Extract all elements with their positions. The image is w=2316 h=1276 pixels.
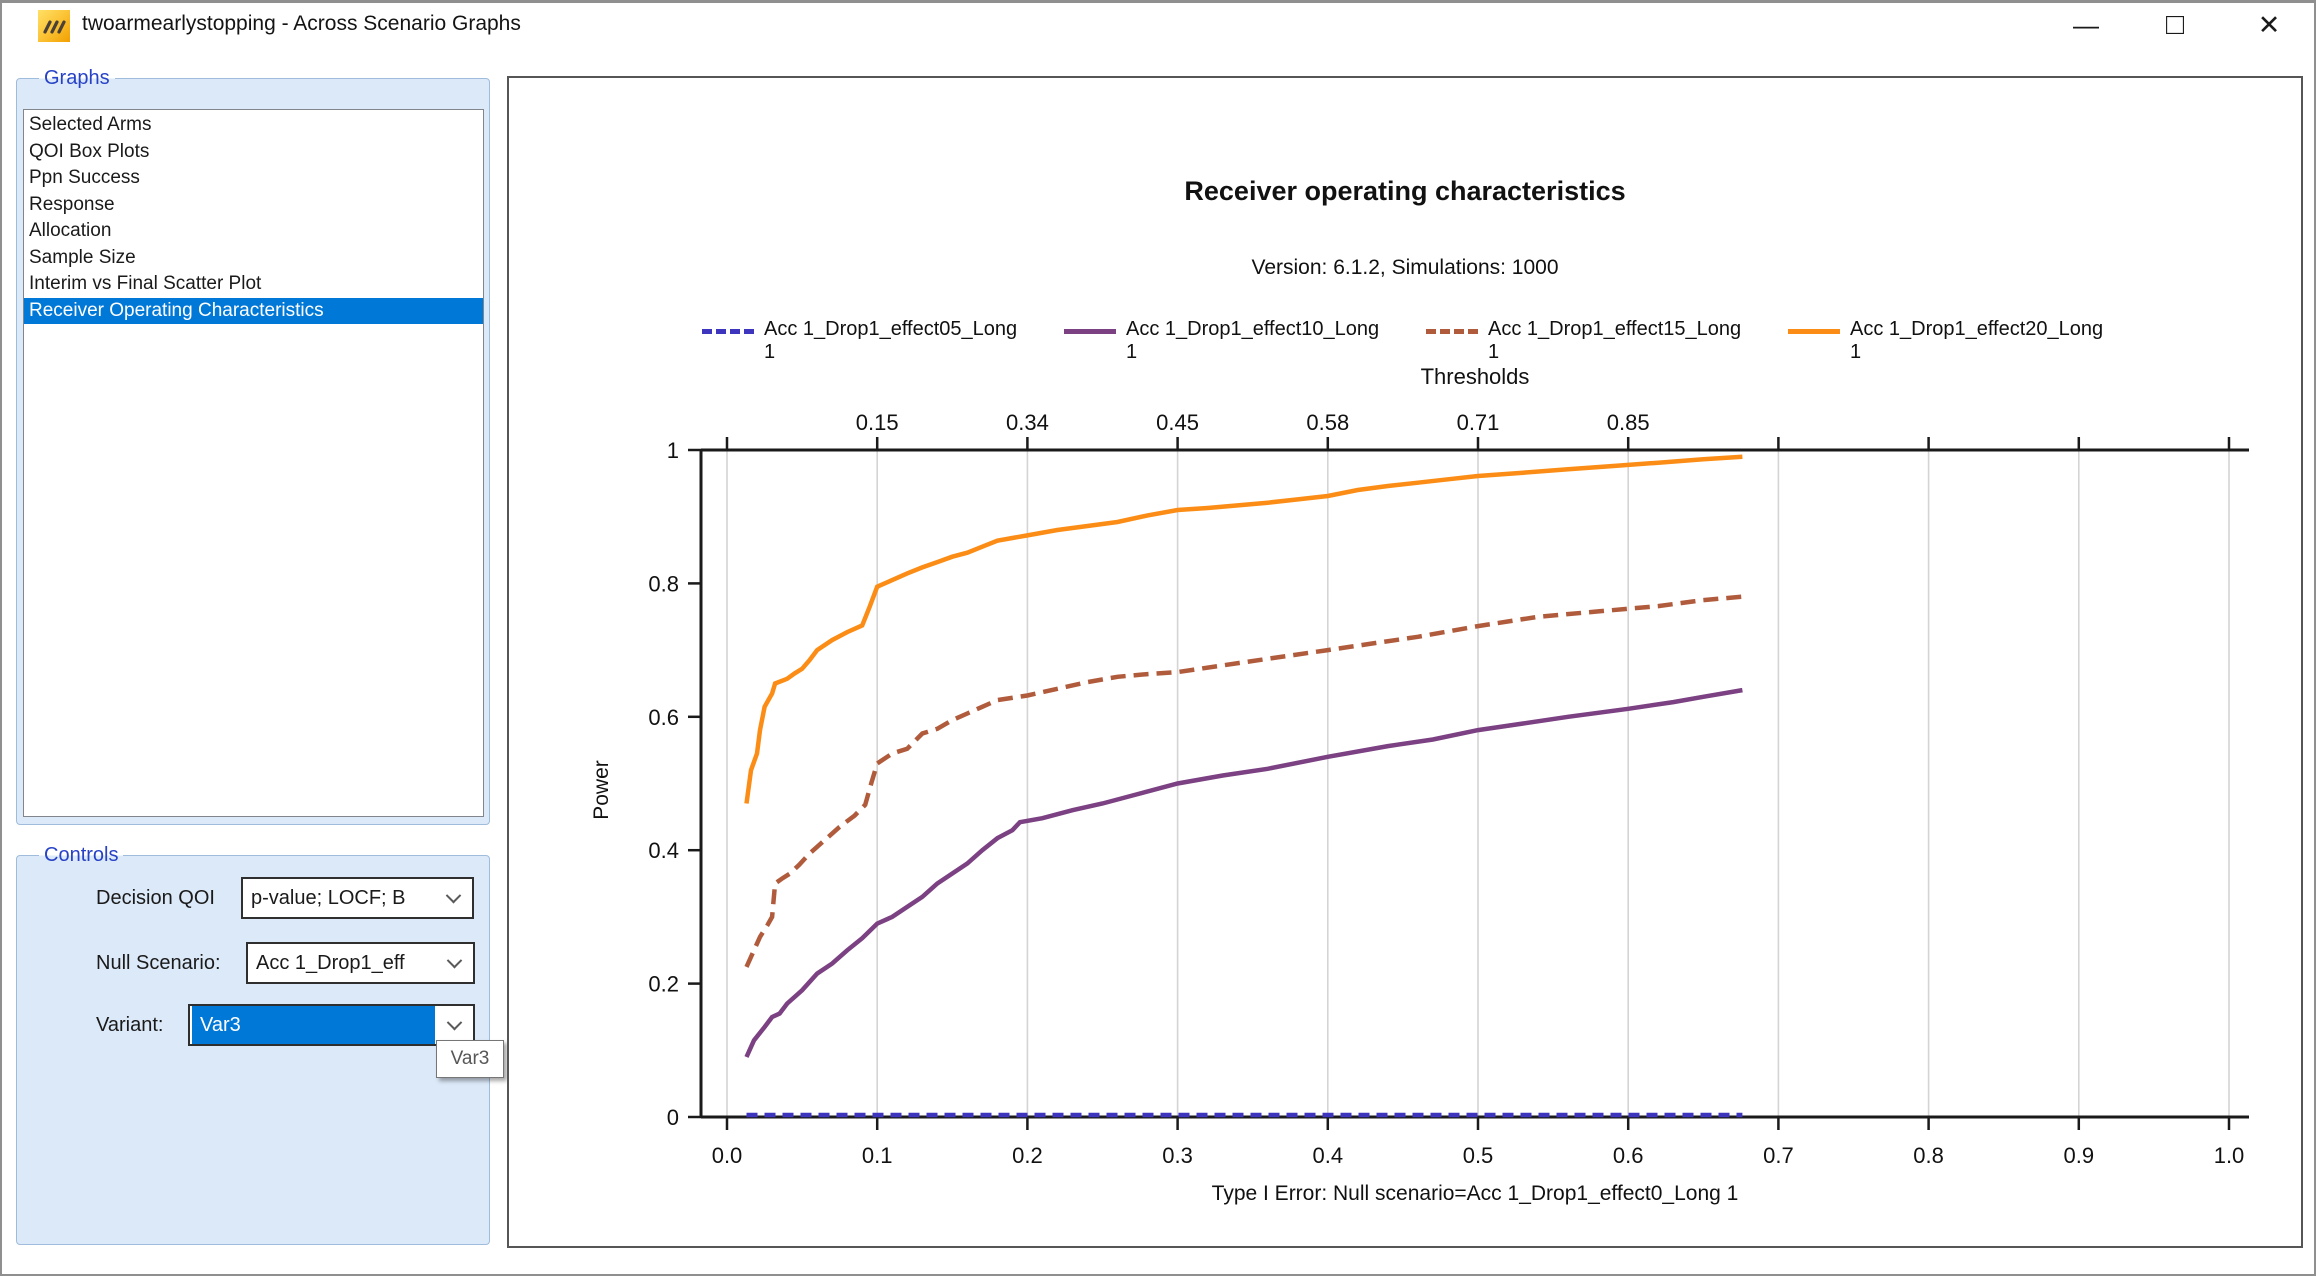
threshold-tick-label: 0.58: [1306, 410, 1349, 435]
minimize-button[interactable]: —: [2073, 9, 2099, 40]
chart-panel: Receiver operating characteristics Versi…: [507, 76, 2303, 1248]
graphs-group-label: Graphs: [39, 66, 115, 91]
roc-plot: 0.0 0.1 0.2 0.3 0.4 0.5 0.6 0.7 0.8 0.9 1.0 0.15 0.3…: [648, 410, 2249, 1168]
x-tick-label: 0.1: [862, 1143, 893, 1168]
variant-value: Var3: [192, 1006, 435, 1044]
graph-list-item-qoi-box-plots[interactable]: QOI Box Plots: [29, 140, 150, 162]
controls-groupbox: Controls Decision QOI p-value; LOCF; B N…: [16, 843, 504, 1245]
legend-line-swatch: [1064, 329, 1116, 334]
app-logo-icon: [38, 10, 70, 42]
chevron-down-icon[interactable]: [435, 1014, 473, 1031]
x-tick-label: 0.5: [1463, 1143, 1494, 1168]
x-tick-label: 0.3: [1162, 1143, 1193, 1168]
graph-list-item-interim-vs-final[interactable]: Interim vs Final Scatter Plot: [29, 273, 262, 294]
x-tick-label: 0.0: [712, 1143, 743, 1168]
series-Acc 1_Drop1_effect15_Long 1: [744, 594, 1743, 968]
null-scenario-combobox[interactable]: Acc 1_Drop1_eff: [246, 942, 475, 984]
window-title: twoarmearlystopping - Across Scenario Gr…: [82, 12, 521, 35]
legend-item: Acc 1_Drop1_effect10_Long 1: [1064, 318, 1384, 364]
graph-list-item-selected-arms[interactable]: Selected Arms: [29, 114, 152, 135]
legend-line-swatch: [702, 329, 754, 334]
legend-line-swatch: [1426, 329, 1478, 334]
chart-gridlines: [726, 450, 2230, 1117]
graph-list-item-ppn-success[interactable]: Ppn Success: [29, 167, 140, 188]
chart-legend: Acc 1_Drop1_effect05_Long 1 Acc 1_Drop1_e…: [509, 318, 2301, 364]
threshold-tick-label: 0.85: [1607, 410, 1650, 435]
chart-series: [744, 454, 1743, 1118]
legend-item: Acc 1_Drop1_effect20_Long 1: [1788, 318, 2108, 364]
legend-line-swatch: [1788, 329, 1840, 334]
threshold-tick-label: 0.15: [856, 410, 899, 435]
threshold-tick-label: 0.71: [1457, 410, 1500, 435]
maximize-button[interactable]: □: [2165, 8, 2185, 41]
y-tick-label: 0.6: [648, 705, 679, 730]
threshold-tick-label: 0.45: [1156, 410, 1199, 435]
legend-item: Acc 1_Drop1_effect15_Long 1: [1426, 318, 1746, 364]
chevron-down-icon[interactable]: [435, 952, 473, 969]
controls-group-label: Controls: [39, 843, 124, 868]
y-tick-label: 0: [667, 1105, 679, 1130]
decision-qoi-label: Decision QOI: [96, 887, 215, 909]
legend-label: Acc 1_Drop1_effect15_Long 1: [1488, 318, 1742, 363]
legend-label: Acc 1_Drop1_effect05_Long 1: [764, 318, 1018, 363]
legend-label: Acc 1_Drop1_effect20_Long 1: [1850, 318, 2104, 363]
graph-list-item-response[interactable]: Response: [29, 193, 115, 215]
close-button[interactable]: ✕: [2257, 9, 2281, 40]
graph-list-item-sample-size[interactable]: Sample Size: [29, 246, 136, 268]
y-tick-label: 0.8: [648, 571, 679, 596]
null-scenario-value: Acc 1_Drop1_eff: [256, 951, 405, 974]
top-axis-label: Thresholds: [1420, 364, 1530, 389]
y-tick-label: 1: [667, 438, 679, 463]
x-axis-label: Type I Error: Null scenario=Acc 1_Drop1_…: [1211, 1182, 1739, 1205]
decision-qoi-combobox[interactable]: p-value; LOCF; B: [241, 877, 474, 919]
x-tick-label: 0.4: [1313, 1143, 1344, 1168]
x-tick-label: 0.7: [1763, 1143, 1794, 1168]
variant-label: Variant:: [96, 1014, 164, 1036]
graphs-listbox[interactable]: Selected Arms QOI Box Plots Ppn Success …: [23, 109, 484, 817]
x-tick-label: 0.9: [2064, 1143, 2095, 1168]
graph-list-item-roc[interactable]: Receiver Operating Characteristics: [24, 297, 483, 324]
x-tick-label: 0.8: [1913, 1143, 1944, 1168]
series-Acc 1_Drop1_effect20_Long 1: [744, 454, 1743, 804]
chart-subtitle: Version: 6.1.2, Simulations: 1000: [1251, 256, 1559, 279]
chart-title: Receiver operating characteristics: [1184, 176, 1626, 206]
legend-item: Acc 1_Drop1_effect05_Long 1: [702, 318, 1022, 364]
chevron-down-icon[interactable]: [434, 887, 472, 904]
x-tick-label: 1.0: [2214, 1143, 2245, 1168]
graph-list-item-allocation[interactable]: Allocation: [29, 220, 112, 241]
graphs-groupbox: Graphs Selected Arms QOI Box Plots Ppn S…: [16, 66, 490, 825]
y-tick-label: 0.2: [648, 972, 679, 997]
y-tick-label: 0.4: [648, 838, 679, 863]
chart-ticks: 0.0 0.1 0.2 0.3 0.4 0.5 0.6 0.7 0.8 0.9 1.0 0.15 0.3…: [648, 410, 2244, 1168]
legend-label: Acc 1_Drop1_effect10_Long 1: [1126, 318, 1380, 363]
variant-combobox[interactable]: Var3: [188, 1004, 475, 1046]
chart-axes: [699, 448, 2249, 1119]
threshold-tick-label: 0.34: [1006, 410, 1049, 435]
decision-qoi-value: p-value; LOCF; B: [251, 886, 406, 909]
series-Acc 1_Drop1_effect10_Long 1: [744, 687, 1743, 1058]
titlebar: twoarmearlystopping - Across Scenario Gr…: [2, 3, 2314, 47]
x-tick-label: 0.2: [1012, 1143, 1043, 1168]
x-tick-label: 0.6: [1613, 1143, 1644, 1168]
null-scenario-label: Null Scenario:: [96, 952, 221, 974]
variant-tooltip: Var3: [436, 1040, 504, 1078]
